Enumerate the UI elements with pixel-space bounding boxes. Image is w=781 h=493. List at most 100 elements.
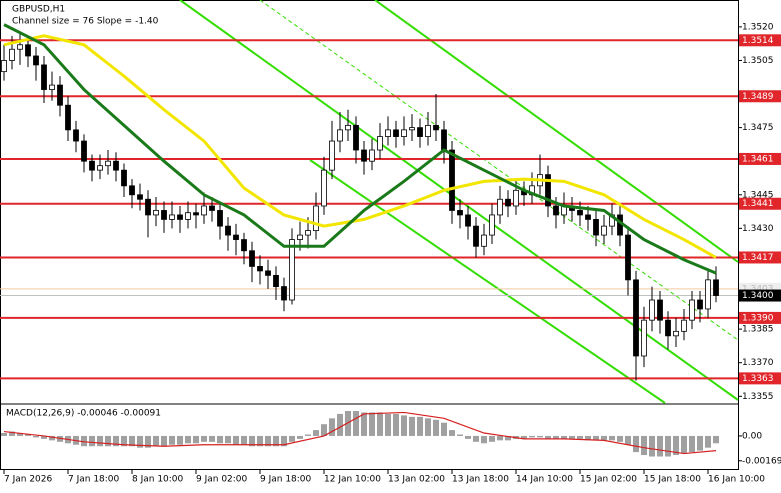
y-tick-label: 1.3370 bbox=[742, 358, 774, 368]
candle-body bbox=[81, 140, 87, 162]
candle-body bbox=[17, 44, 23, 50]
macd-bar bbox=[529, 435, 535, 438]
macd-bar bbox=[609, 435, 615, 441]
candle-body bbox=[57, 84, 63, 106]
candle-body bbox=[145, 198, 151, 216]
macd-bar bbox=[1, 433, 7, 436]
macd-bar bbox=[377, 412, 383, 436]
macd-bar bbox=[545, 435, 551, 439]
level-label: 1.3514 bbox=[742, 36, 774, 46]
macd-bar bbox=[537, 435, 543, 438]
candle-body bbox=[161, 210, 167, 220]
macd-bar bbox=[89, 435, 95, 447]
level-label-box bbox=[739, 90, 781, 103]
macd-bar bbox=[425, 418, 431, 436]
macd-bar bbox=[713, 435, 719, 444]
macd-bar bbox=[177, 435, 183, 445]
macd-bar bbox=[241, 435, 247, 445]
macd-bar bbox=[169, 435, 175, 445]
price-label-box bbox=[739, 289, 781, 302]
macd-bar bbox=[521, 435, 527, 439]
macd-bar bbox=[577, 435, 583, 439]
macd-bar bbox=[385, 413, 391, 436]
channel-lower bbox=[309, 159, 666, 404]
candle-body bbox=[241, 239, 247, 252]
macd-bar bbox=[665, 435, 671, 457]
candle-body bbox=[233, 234, 239, 240]
macd-bar bbox=[681, 435, 687, 454]
x-tick-label: 7 Jan 2026 bbox=[4, 475, 52, 485]
candle-body bbox=[201, 205, 207, 216]
macd-bar bbox=[601, 435, 607, 441]
macd-bar bbox=[393, 413, 399, 436]
macd-bar bbox=[185, 435, 191, 444]
macd-bar bbox=[345, 410, 351, 436]
candle-body bbox=[513, 189, 519, 207]
candle-body bbox=[649, 299, 655, 321]
level-label: 1.3461 bbox=[742, 154, 774, 164]
candle-body bbox=[297, 234, 303, 240]
candle-body bbox=[209, 205, 215, 211]
macd-bar bbox=[137, 435, 143, 448]
macd-bar bbox=[9, 431, 15, 436]
macd-bar bbox=[617, 435, 623, 442]
candle-body bbox=[601, 225, 607, 236]
chart-frame bbox=[0, 0, 739, 470]
candle-body bbox=[417, 127, 423, 137]
macd-bar bbox=[153, 435, 159, 447]
macd-bar bbox=[17, 433, 23, 436]
macd-bar bbox=[585, 435, 591, 441]
candle-body bbox=[73, 129, 79, 142]
macd-bar bbox=[697, 435, 703, 451]
macd-bar bbox=[105, 435, 111, 447]
x-tick-label: 7 Jan 18:00 bbox=[68, 475, 120, 485]
candle-body bbox=[25, 44, 31, 57]
level-label-box bbox=[739, 34, 781, 47]
macd-bar bbox=[209, 435, 215, 442]
macd-bar bbox=[145, 435, 151, 448]
x-tick-label: 14 Jan 10:00 bbox=[516, 475, 573, 485]
candle-body bbox=[177, 214, 183, 220]
candle-body bbox=[409, 127, 415, 131]
chart-subtitle: Channel size = 76 Slope = -1.40 bbox=[12, 17, 159, 27]
candle-body bbox=[153, 210, 159, 216]
macd-bar bbox=[249, 435, 255, 447]
macd-bar bbox=[457, 434, 463, 436]
macd-bar bbox=[313, 430, 319, 436]
candle-body bbox=[673, 330, 679, 337]
macd-bar bbox=[321, 424, 327, 436]
candle-body bbox=[33, 55, 39, 66]
level-label-box bbox=[739, 311, 781, 324]
macd-bar bbox=[193, 435, 199, 444]
macd-bar bbox=[361, 412, 367, 436]
level-label: 1.3441 bbox=[742, 199, 774, 209]
candle-body bbox=[401, 129, 407, 137]
candle-body bbox=[217, 210, 223, 227]
macd-bar bbox=[633, 435, 639, 453]
macd-bar bbox=[489, 435, 495, 442]
candle-body bbox=[281, 286, 287, 301]
macd-bar bbox=[449, 430, 455, 436]
macd-y-tick-label: 0.00 bbox=[742, 431, 762, 441]
macd-bar bbox=[673, 435, 679, 456]
macd-bar bbox=[281, 435, 287, 447]
candle-body bbox=[353, 124, 359, 151]
candle-body bbox=[585, 214, 591, 220]
candle-body bbox=[697, 299, 703, 310]
candle-body bbox=[681, 319, 687, 332]
candle-body bbox=[97, 165, 103, 171]
candle-body bbox=[137, 194, 143, 200]
candle-body bbox=[337, 129, 343, 142]
macd-bar bbox=[553, 435, 559, 439]
candle-body bbox=[625, 234, 631, 281]
macd-bar bbox=[25, 434, 31, 436]
channel-upper bbox=[374, 0, 739, 263]
candle-body bbox=[705, 279, 711, 310]
candle-body bbox=[641, 319, 647, 357]
candle-body bbox=[441, 129, 447, 151]
candle-body bbox=[425, 124, 431, 137]
macd-bar bbox=[353, 410, 359, 436]
candle-body bbox=[713, 279, 719, 296]
macd-bar bbox=[337, 413, 343, 436]
